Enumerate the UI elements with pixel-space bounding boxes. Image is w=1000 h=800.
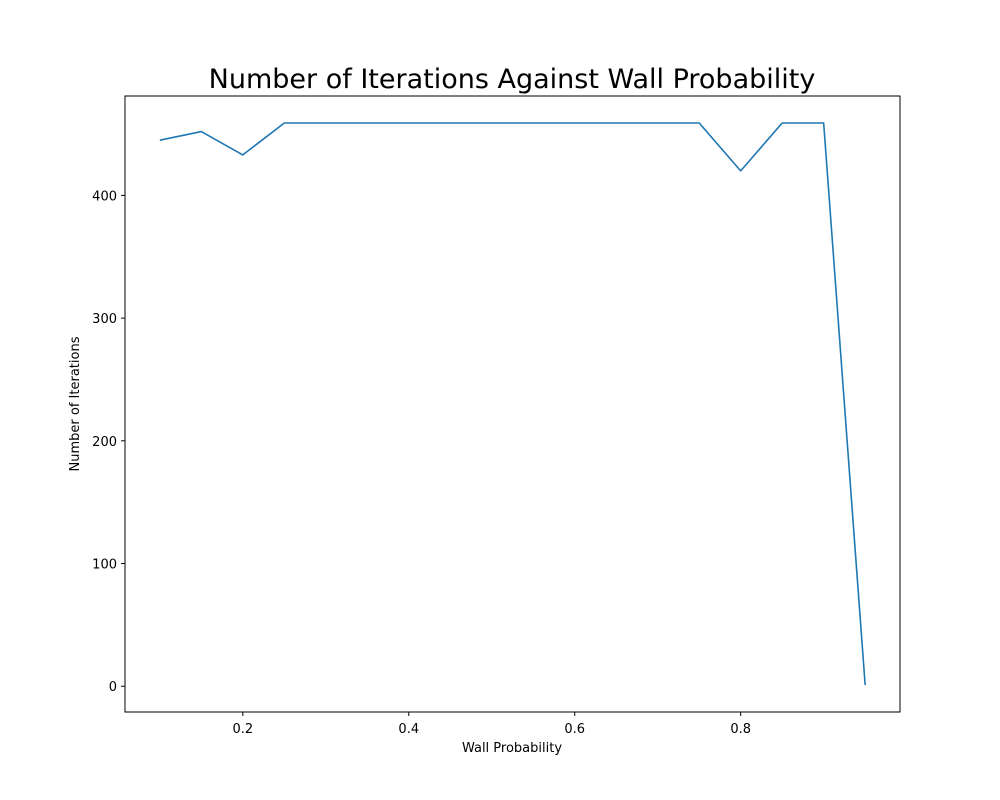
y-axis-label: Number of Iterations [68,336,83,471]
y-tick-label: 400 [92,189,117,204]
y-tick-label: 200 [92,435,117,450]
x-tick-label: 0.2 [232,722,253,737]
chart-title: Number of Iterations Against Wall Probab… [209,64,816,95]
y-tick-label: 0 [109,680,117,695]
plot-area [159,122,866,686]
plot-frame [124,95,901,713]
y-tick-label: 100 [92,558,117,573]
x-axis: 0.2 0.4 0.6 0.8 [232,712,751,737]
series-line-0 [159,122,866,686]
x-tick-label: 0.4 [398,722,419,737]
x-tick-label: 0.6 [564,722,585,737]
x-tick-label: 0.8 [730,722,751,737]
y-axis: 0 100 200 300 400 [92,189,125,695]
y-tick-label: 300 [92,312,117,327]
x-axis-label: Wall Probability [462,741,562,756]
